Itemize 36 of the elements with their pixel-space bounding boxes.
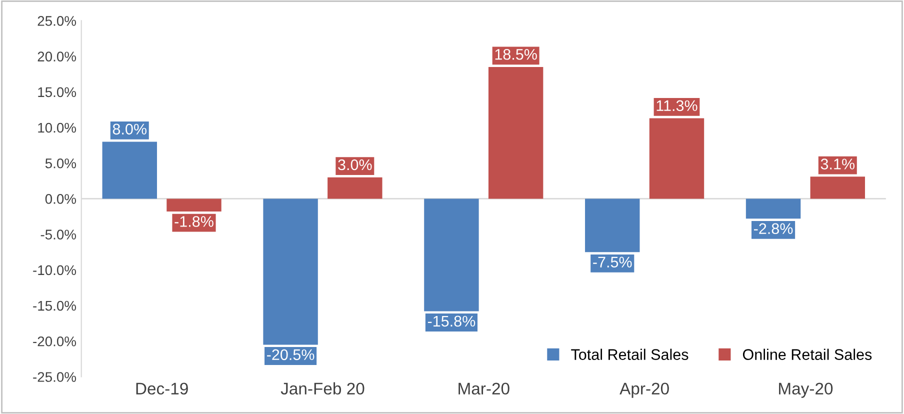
- data-label: -2.8%: [754, 223, 793, 234]
- y-tick-label: 5.0%: [45, 158, 76, 168]
- y-tick-label: 15.0%: [38, 87, 76, 98]
- data-label: -20.5%: [267, 349, 314, 360]
- legend-label: Online Retail Sales: [742, 348, 872, 360]
- x-tick-label: Jan-Feb 20: [280, 382, 364, 395]
- bar: [424, 198, 479, 312]
- data-label: 8.0%: [112, 124, 146, 135]
- data-label: 18.5%: [495, 48, 537, 60]
- y-tick-label: -25.0%: [33, 372, 76, 382]
- data-label: -7.5%: [593, 256, 632, 268]
- legend-label: Total Retail Sales: [571, 348, 688, 360]
- data-label: -15.8%: [428, 316, 476, 327]
- y-tick-label: 10.0%: [38, 122, 76, 133]
- y-tick-label: 20.0%: [38, 52, 76, 62]
- bar: [102, 142, 157, 199]
- data-label: -1.8%: [174, 216, 214, 227]
- bar: [263, 198, 318, 345]
- y-tick-label: 0.0%: [45, 194, 76, 204]
- y-tick-label: -10.0%: [33, 265, 76, 276]
- x-tick-label: Apr-20: [620, 382, 669, 398]
- data-label: 3.1%: [820, 158, 855, 170]
- x-tick-label: May-20: [779, 382, 833, 398]
- bar: [649, 118, 704, 199]
- y-tick-label: -5.0%: [40, 230, 76, 240]
- bar: [585, 198, 640, 252]
- y-tick-label: -20.0%: [33, 336, 76, 346]
- data-label: 3.0%: [338, 159, 372, 170]
- bar: [328, 177, 382, 199]
- y-tick-label: 25.0%: [38, 16, 76, 26]
- bar: [746, 198, 801, 219]
- y-tick-label: -15.0%: [33, 300, 76, 311]
- bar: [810, 176, 865, 199]
- x-tick-label: Mar-20: [458, 382, 510, 395]
- x-tick-label: Dec-19: [136, 382, 188, 395]
- data-label: 11.3%: [656, 100, 698, 112]
